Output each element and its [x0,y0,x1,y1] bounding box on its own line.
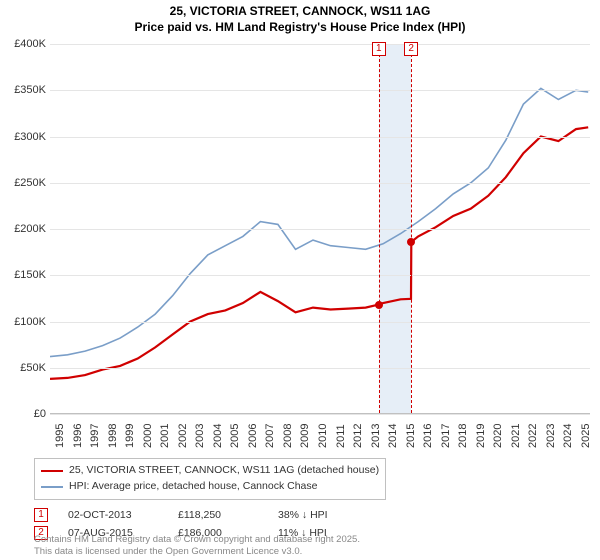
y-axis-label: £400K [2,38,46,50]
y-axis-label: £50K [2,362,46,374]
chart-title: 25, VICTORIA STREET, CANNOCK, WS11 1AG P… [0,0,600,35]
legend-swatch-1 [41,470,63,472]
event-diff: 38% ↓ HPI [278,509,328,521]
x-axis-label: 1998 [107,424,119,448]
legend-box: 25, VICTORIA STREET, CANNOCK, WS11 1AG (… [34,458,386,500]
x-axis-label: 2016 [422,424,434,448]
y-axis-label: £250K [2,177,46,189]
title-line2: Price paid vs. HM Land Registry's House … [0,20,600,36]
event-line [379,44,380,413]
legend-row-2: HPI: Average price, detached house, Cann… [41,479,379,495]
x-axis-label: 2025 [580,424,592,448]
credit-line1: Contains HM Land Registry data © Crown c… [34,534,360,546]
x-axis-label: 2006 [247,424,259,448]
x-axis-label: 2019 [475,424,487,448]
gridline [50,44,590,45]
x-axis-label: 2017 [440,424,452,448]
x-axis-labels: 1995 1996 1997 1998 1999 2000 2001 2002 2003 2004… [50,418,590,458]
sale-marker-icon [407,238,415,246]
gridline [50,275,590,276]
gridline [50,414,590,415]
x-axis-label: 2018 [457,424,469,448]
credit-line2: This data is licensed under the Open Gov… [34,546,360,558]
y-axis-label: £300K [2,131,46,143]
series-line [50,88,588,356]
x-axis-label: 1997 [89,424,101,448]
title-line1: 25, VICTORIA STREET, CANNOCK, WS11 1AG [0,4,600,20]
y-axis-label: £200K [2,223,46,235]
legend-block: 25, VICTORIA STREET, CANNOCK, WS11 1AG (… [34,458,584,542]
x-axis-label: 2001 [159,424,171,448]
x-axis-label: 1995 [54,424,66,448]
gridline [50,322,590,323]
event-date: 02-OCT-2013 [68,509,158,521]
x-axis-label: 2014 [387,424,399,448]
credit-text: Contains HM Land Registry data © Crown c… [34,534,360,558]
event-row: 1 02-OCT-2013 £118,250 38% ↓ HPI [34,506,584,524]
legend-label-2: HPI: Average price, detached house, Cann… [69,479,317,495]
legend-row-1: 25, VICTORIA STREET, CANNOCK, WS11 1AG (… [41,463,379,479]
event-number-marker: 1 [372,42,386,56]
x-axis-label: 1996 [72,424,84,448]
chart-container: 25, VICTORIA STREET, CANNOCK, WS11 1AG P… [0,0,600,560]
event-number-marker: 2 [404,42,418,56]
x-axis-label: 2011 [335,424,347,448]
y-axis-label: £150K [2,269,46,281]
y-axis-label: £350K [2,84,46,96]
x-axis-label: 2004 [212,424,224,448]
x-axis-label: 2003 [194,424,206,448]
y-axis-label: £100K [2,316,46,328]
x-axis-label: 2005 [229,424,241,448]
x-axis-label: 2008 [282,424,294,448]
series-line [50,127,588,379]
event-line [411,44,412,413]
gridline [50,90,590,91]
legend-label-1: 25, VICTORIA STREET, CANNOCK, WS11 1AG (… [69,463,379,479]
x-axis-label: 2012 [352,424,364,448]
x-axis-label: 2009 [299,424,311,448]
x-axis-label: 2010 [317,424,329,448]
x-axis-label: 2015 [405,424,417,448]
gridline [50,183,590,184]
y-axis-label: £0 [2,408,46,420]
gridline [50,368,590,369]
x-axis-label: 2022 [527,424,539,448]
event-price: £118,250 [178,509,258,521]
x-axis-label: 2024 [562,424,574,448]
x-axis-label: 2000 [142,424,154,448]
x-axis-label: 2007 [264,424,276,448]
gridline [50,137,590,138]
gridline [50,229,590,230]
x-axis-label: 2020 [492,424,504,448]
x-axis-label: 2021 [510,424,522,448]
sale-marker-icon [375,301,383,309]
x-axis-label: 2002 [177,424,189,448]
x-axis-label: 2013 [370,424,382,448]
x-axis-label: 1999 [124,424,136,448]
legend-swatch-2 [41,486,63,488]
plot-area: £0£50K£100K£150K£200K£250K£300K£350K£400… [50,44,590,414]
x-axis-label: 2023 [545,424,557,448]
event-number-box: 1 [34,508,48,522]
